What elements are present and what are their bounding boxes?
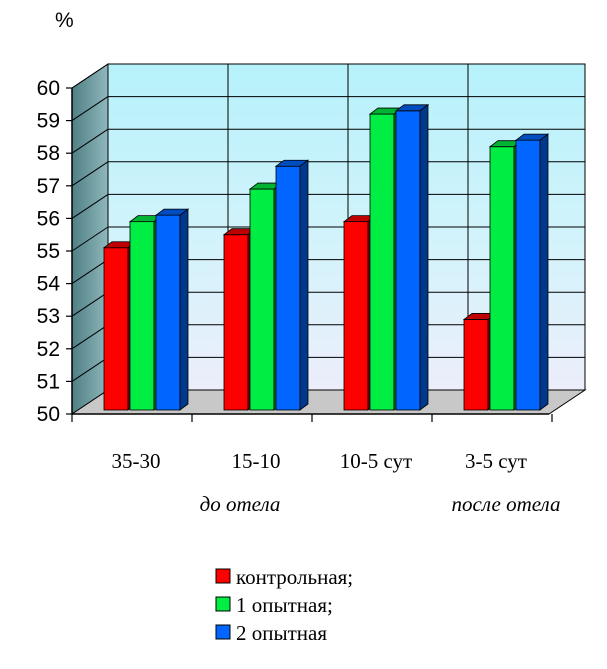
- y-axis-unit: %: [55, 9, 74, 32]
- gridline-side: [71, 193, 109, 219]
- bar: [274, 159, 310, 411]
- y-tick-label: 60: [37, 77, 60, 100]
- legend-swatch: [215, 624, 231, 640]
- bar-front: [369, 113, 395, 411]
- y-tick-label: 57: [37, 175, 60, 198]
- gridline-side: [71, 96, 109, 122]
- y-tick-label: 55: [37, 240, 60, 263]
- gridline-side: [71, 356, 109, 382]
- x-tick-label: 35-30: [112, 449, 161, 473]
- bar-side: [179, 208, 189, 411]
- bar-front: [129, 221, 155, 411]
- bar-front: [103, 247, 129, 411]
- legend: контрольная; 1 опытная; 2 опытная: [215, 565, 353, 645]
- bar: [394, 104, 430, 411]
- bar-front: [489, 146, 515, 411]
- bars: [102, 104, 550, 411]
- group-label: до отела: [200, 492, 281, 516]
- gridline-side: [71, 259, 109, 285]
- y-tick-label: 51: [37, 370, 60, 393]
- bar: [154, 208, 190, 411]
- bar-front: [155, 214, 181, 411]
- gridline-side: [71, 291, 109, 317]
- y-tick-label: 52: [37, 338, 60, 361]
- bar-side: [299, 159, 309, 411]
- legend-item: контрольная;: [215, 565, 353, 589]
- legend-item: 2 опытная: [215, 621, 327, 645]
- legend-item: 1 опытная;: [215, 593, 333, 617]
- bar-side: [419, 104, 429, 411]
- bar-side: [539, 133, 549, 411]
- gridline-side: [71, 324, 109, 350]
- bar-front: [463, 319, 489, 411]
- bar-front: [249, 188, 275, 411]
- bar-front: [275, 165, 301, 411]
- bar-front: [343, 221, 369, 411]
- x-tick-label: 3-5 сут: [465, 449, 527, 473]
- legend-label: 2 опытная: [236, 621, 327, 645]
- y-tick-label: 50: [37, 403, 60, 426]
- group-label: после отела: [452, 492, 561, 516]
- y-tick-label: 56: [37, 207, 60, 230]
- legend-swatch: [215, 568, 231, 584]
- y-tick-label: 59: [37, 110, 60, 133]
- bar: [514, 133, 550, 411]
- gridline-side: [71, 128, 109, 154]
- legend-label: контрольная;: [236, 565, 353, 589]
- y-tick-label: 54: [37, 273, 61, 296]
- bar-front: [395, 110, 421, 411]
- labels: 50 51 52 53 54 55 56 57 58 59 60% 35-30 15-10 10-5 су…: [37, 9, 561, 516]
- y-tick-label: 58: [37, 142, 60, 165]
- gridline-side: [71, 226, 109, 252]
- axes: [66, 87, 553, 422]
- x-tick-label: 10-5 сут: [340, 449, 412, 473]
- legend-label: 1 опытная;: [236, 593, 333, 617]
- y-tick-label: 53: [37, 305, 60, 328]
- legend-swatch: [215, 596, 231, 612]
- gridline-side: [71, 161, 109, 187]
- bar-front: [515, 139, 541, 411]
- gridline-side: [71, 63, 109, 89]
- bar-front: [223, 234, 249, 411]
- x-tick-label: 15-10: [232, 449, 281, 473]
